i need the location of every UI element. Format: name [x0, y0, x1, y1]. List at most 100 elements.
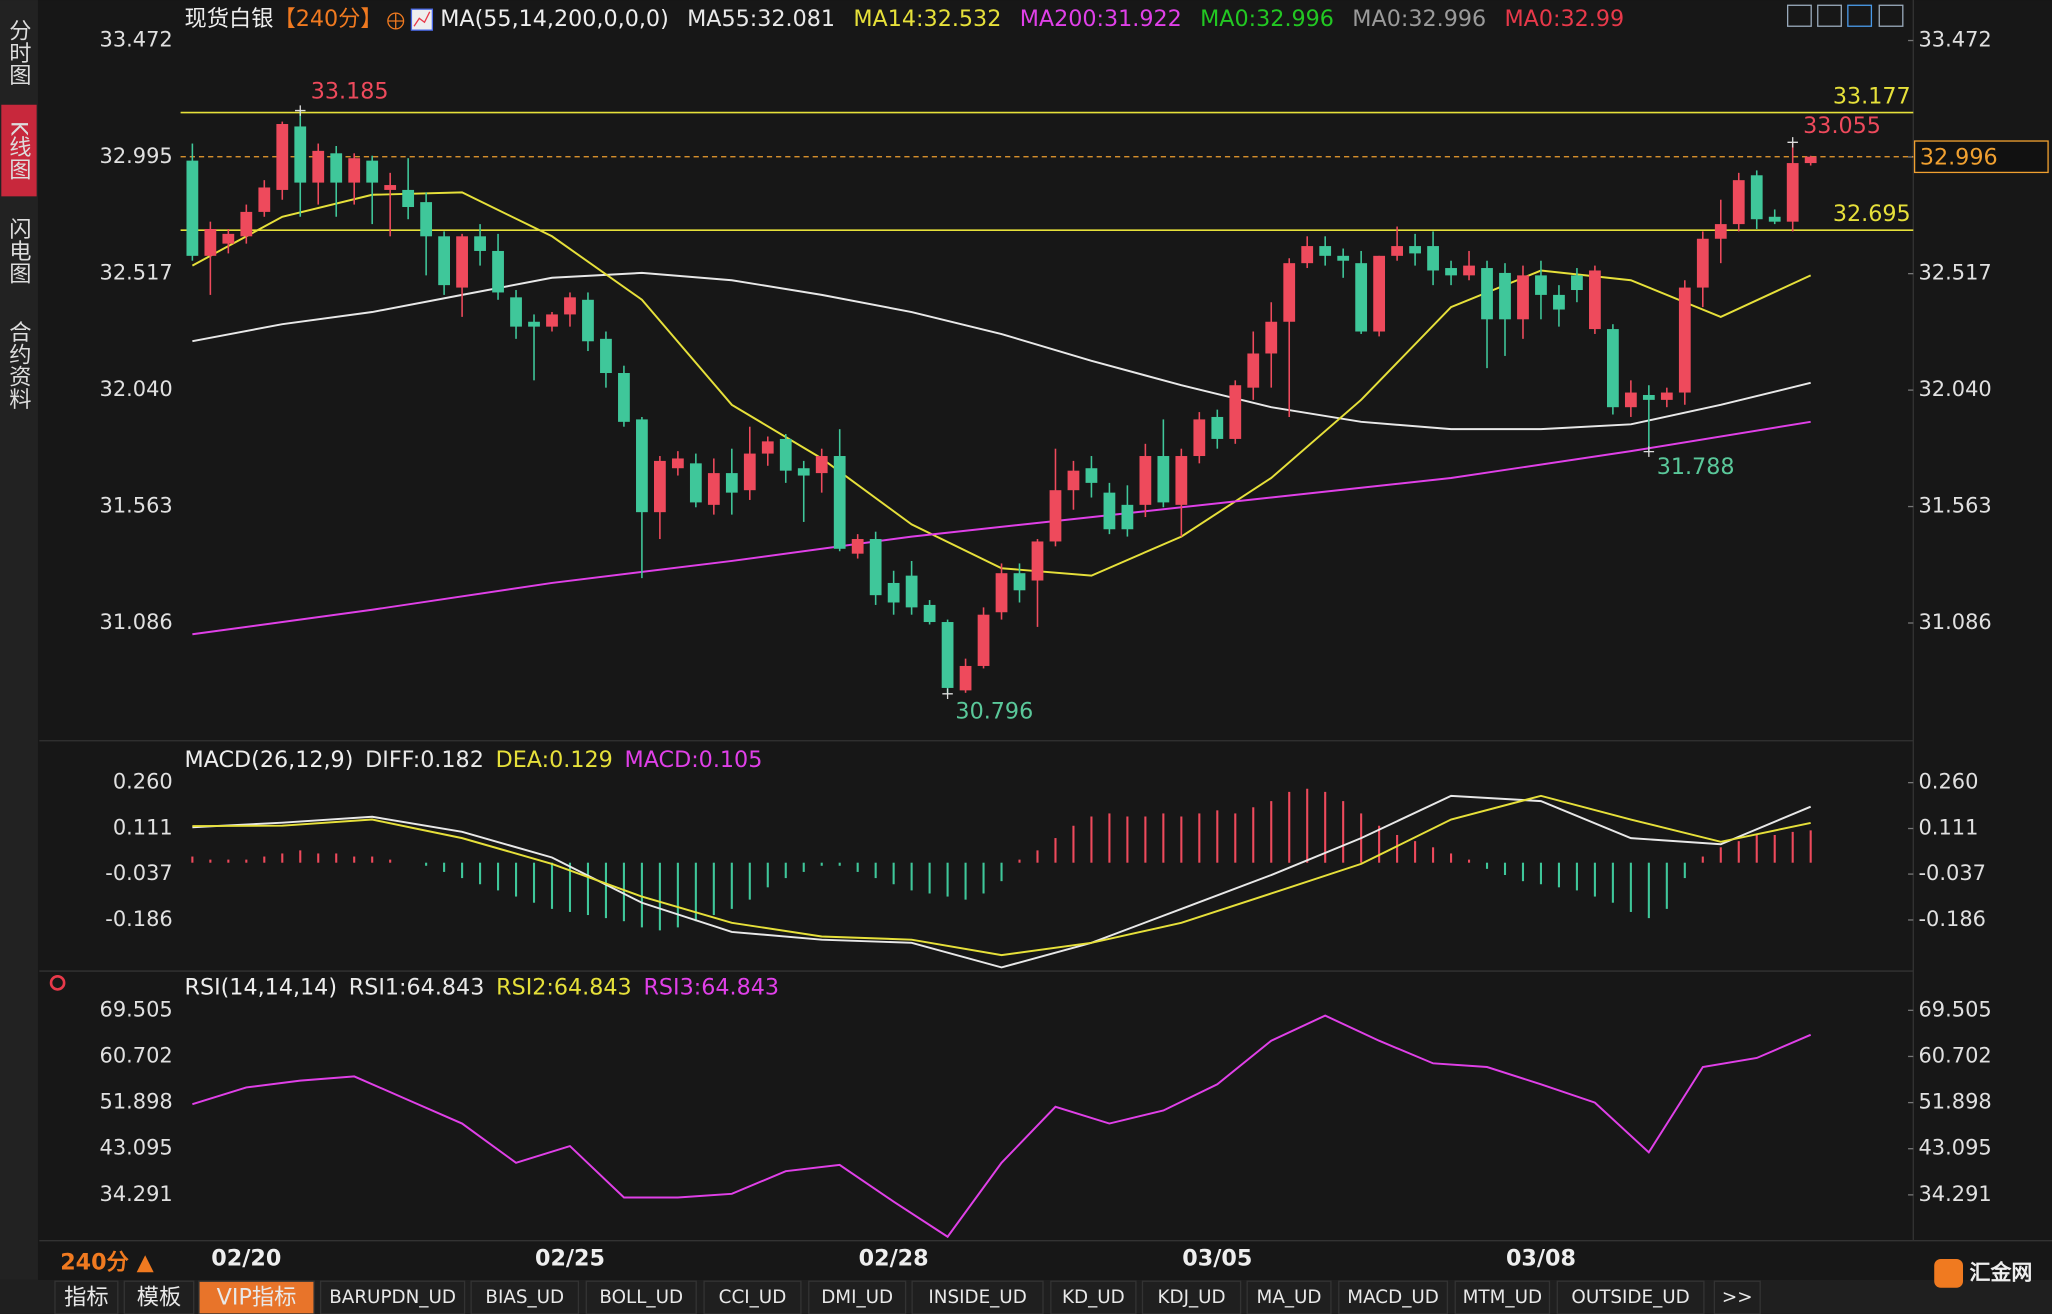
- extreme-label: 31.788: [1657, 454, 1735, 480]
- candle-body: [1427, 246, 1439, 271]
- legend-entry: RSI1:64.843: [349, 975, 485, 1001]
- tab-label[interactable]: BOLL_UD: [599, 1287, 683, 1308]
- legend-entry: MA14:32.532: [853, 6, 1001, 32]
- tab[interactable]: [123, 1280, 195, 1314]
- ma-icon: [413, 11, 431, 27]
- x-tick-label: 03/08: [1506, 1245, 1576, 1271]
- candle-body: [1786, 163, 1799, 222]
- candle-body: [1463, 265, 1475, 276]
- candle-body: [438, 236, 451, 286]
- tab-label[interactable]: BARUPDN_UD: [329, 1287, 456, 1308]
- candle-body: [1804, 156, 1817, 164]
- y-tick-label: 51.898: [1919, 1090, 1992, 1114]
- y-tick-label: 32.995: [100, 144, 173, 168]
- candle-body: [294, 126, 307, 183]
- extreme-marker: [1643, 446, 1655, 457]
- candle-body: [510, 297, 522, 327]
- candle-body: [600, 338, 612, 374]
- tab[interactable]: [1050, 1280, 1137, 1314]
- tab[interactable]: [703, 1280, 802, 1314]
- tool-icon[interactable]: [1878, 4, 1904, 27]
- candle-body: [618, 373, 630, 422]
- tab[interactable]: [470, 1280, 580, 1314]
- legend-entry: MA200:31.922: [1020, 6, 1182, 32]
- y-tick-label: 33.472: [100, 28, 173, 52]
- candle-body: [1571, 275, 1583, 291]
- tab-label[interactable]: >>: [1722, 1287, 1753, 1308]
- y-tick-label: 0.260: [113, 770, 173, 794]
- tab-label[interactable]: KD_UD: [1062, 1287, 1125, 1308]
- macd-line: [192, 794, 1812, 969]
- candle-body: [959, 665, 972, 691]
- tab-label[interactable]: 指标: [64, 1285, 108, 1311]
- candle-body: [1499, 272, 1511, 320]
- sidebar-tab[interactable]: K线图: [5, 121, 31, 180]
- x-tick-label: 03/05: [1182, 1245, 1252, 1271]
- candle-body: [1211, 416, 1224, 439]
- candle-body: [240, 211, 253, 237]
- candle-body: [725, 473, 738, 493]
- tab-label[interactable]: MTM_UD: [1463, 1287, 1542, 1308]
- tab[interactable]: [319, 1280, 466, 1314]
- indicator-icon: [49, 975, 66, 991]
- candle-body: [1157, 456, 1170, 503]
- tab[interactable]: [198, 1280, 315, 1314]
- candle-body: [1678, 287, 1691, 393]
- candle-body: [707, 473, 720, 505]
- tool-icon[interactable]: [1847, 4, 1873, 27]
- candle-body: [222, 233, 235, 244]
- candle-body: [923, 604, 936, 623]
- candle-body: [1660, 392, 1673, 400]
- legend-entry: RSI2:64.843: [496, 975, 632, 1001]
- candle-body: [456, 236, 468, 288]
- candle-body: [1283, 263, 1296, 322]
- h-line-label: 33.177: [1833, 83, 1911, 109]
- tab-label[interactable]: BIAS_UD: [485, 1287, 564, 1308]
- tab[interactable]: [1556, 1280, 1705, 1314]
- candle-body: [869, 539, 882, 596]
- tab-label[interactable]: DMI_UD: [821, 1287, 893, 1308]
- last-price-label: 32.996: [1920, 145, 1998, 171]
- sidebar-tab[interactable]: 合约资料: [5, 320, 31, 410]
- tab-label[interactable]: VIP指标: [217, 1285, 297, 1311]
- tab[interactable]: [1141, 1280, 1242, 1314]
- candle-body: [384, 185, 397, 190]
- tool-icon[interactable]: [1786, 4, 1812, 27]
- candle-body: [1121, 504, 1134, 530]
- tab[interactable]: [808, 1280, 907, 1314]
- tab[interactable]: [1713, 1280, 1761, 1314]
- candle-body: [1139, 456, 1152, 505]
- candle-body: [1103, 492, 1116, 530]
- candle-body: [1750, 175, 1763, 220]
- legend-entry: MA55:32.081: [687, 6, 835, 32]
- tab-label[interactable]: KDJ_UD: [1157, 1287, 1225, 1308]
- extreme-marker: [942, 688, 953, 700]
- candle-body: [1013, 573, 1026, 591]
- candle-body: [995, 573, 1008, 613]
- legend-entry: MACD(26,12,9): [185, 747, 354, 773]
- tab-label[interactable]: CCI_UD: [719, 1287, 787, 1308]
- candle-body: [1642, 394, 1655, 400]
- sidebar-tab[interactable]: 分时图: [5, 19, 31, 86]
- candle-body: [1732, 180, 1745, 225]
- extreme-marker: [1787, 137, 1798, 148]
- period-label: 240分 ▲: [60, 1249, 154, 1275]
- legend-entry: MACD:0.105: [625, 747, 763, 773]
- legend-entry: MA0:32.99: [1504, 6, 1624, 32]
- tab-label[interactable]: INSIDE_UD: [928, 1287, 1026, 1308]
- tab-label[interactable]: MA_UD: [1257, 1287, 1322, 1308]
- candle-body: [474, 236, 486, 251]
- tab[interactable]: [54, 1280, 119, 1314]
- tab-label[interactable]: 模板: [137, 1285, 181, 1311]
- tab-label[interactable]: OUTSIDE_UD: [1571, 1287, 1689, 1308]
- tab[interactable]: [1246, 1280, 1332, 1314]
- extreme-label: 30.796: [955, 699, 1033, 725]
- extreme-label: 33.185: [311, 79, 389, 105]
- candle-body: [779, 438, 792, 471]
- tool-icon[interactable]: [1817, 4, 1842, 27]
- candle-body: [1624, 392, 1637, 408]
- sidebar-tab[interactable]: 闪电图: [5, 217, 31, 284]
- legend-entry: 现货白银: [185, 6, 274, 32]
- tab-label[interactable]: MACD_UD: [1347, 1287, 1439, 1308]
